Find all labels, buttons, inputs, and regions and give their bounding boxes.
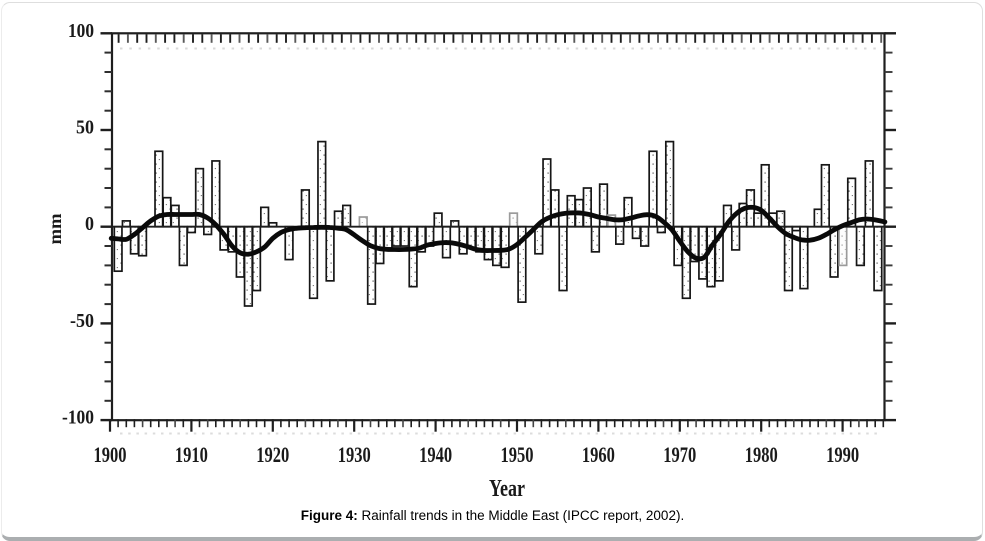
svg-text:Year: Year	[489, 476, 525, 502]
svg-text:1920: 1920	[256, 442, 289, 467]
svg-text:50: 50	[76, 117, 94, 139]
svg-text:100: 100	[68, 20, 94, 42]
svg-text:1930: 1930	[338, 442, 371, 467]
svg-text:0: 0	[85, 213, 94, 235]
svg-text:1900: 1900	[94, 442, 127, 467]
svg-text:1980: 1980	[745, 442, 778, 467]
svg-text:1960: 1960	[582, 442, 615, 467]
svg-text:1910: 1910	[175, 442, 208, 467]
svg-text:1970: 1970	[663, 442, 696, 467]
svg-text:1950: 1950	[501, 442, 534, 467]
svg-text:mm: mm	[45, 214, 65, 245]
svg-text:-50: -50	[70, 310, 94, 332]
svg-text:1940: 1940	[419, 442, 452, 467]
svg-text:-100: -100	[62, 407, 94, 429]
svg-text:1990: 1990	[826, 442, 859, 467]
